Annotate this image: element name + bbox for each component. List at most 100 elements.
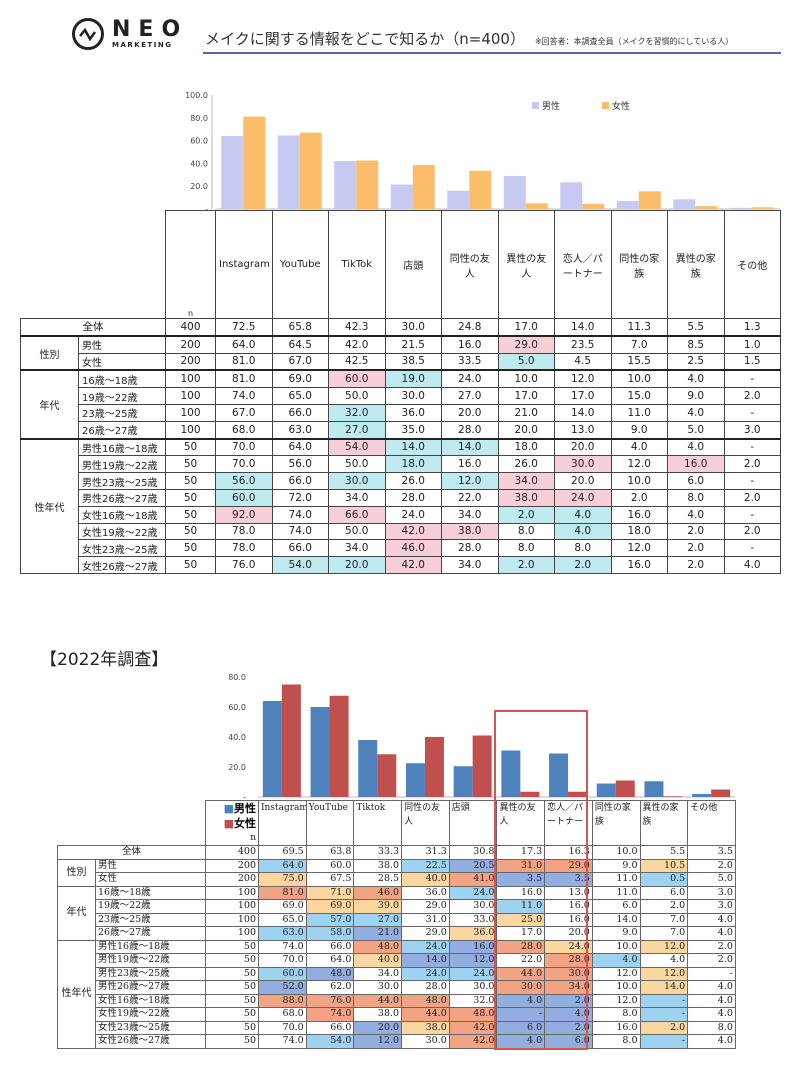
- row-label: 女性23歳～25歳: [95, 1020, 206, 1035]
- value-cell: 54.0: [305, 1034, 355, 1049]
- value-cell: 74.0: [215, 387, 273, 405]
- value-cell: 2.0: [687, 939, 736, 954]
- table-row: 性年代 男性16歳～18歳 50 74.0 66.0 48.0 24.0 16.0 28.0 24…: [57, 939, 736, 1049]
- value-cell: 1.0: [723, 334, 781, 354]
- value-cell: 12.0: [441, 472, 499, 490]
- value-cell: 16.0: [591, 1020, 641, 1035]
- value-cell: 64.0: [258, 858, 307, 873]
- value-cell: 4.0: [667, 437, 725, 457]
- value-cell: 4.0: [687, 993, 736, 1008]
- bar-female: [377, 754, 397, 797]
- column-header: 同性の友人: [441, 210, 499, 319]
- value-cell: 36.0: [448, 926, 498, 941]
- table-header-row: ■男性 ■女性 n Instagram YouTube Tiktok 同性の友人 店頭 異性の友…: [58, 800, 736, 846]
- bar-male: [596, 783, 616, 797]
- bar-male: [453, 766, 473, 797]
- table-row: 23歳～25歳 100 67.0 66.0 32.0 36.0 20.0 21.0 14.0 11…: [21, 403, 781, 422]
- value-cell: 22.5: [401, 858, 450, 873]
- bar-male: [390, 184, 413, 209]
- value-cell: 4.0: [554, 522, 612, 541]
- n-cell: 200: [165, 352, 216, 371]
- value-cell: 2.0: [544, 993, 593, 1008]
- value-cell: 18.0: [384, 455, 442, 474]
- row-label: 23歳～25歳: [78, 403, 166, 422]
- value-cell: 74.0: [305, 1007, 355, 1022]
- n-cell: 50: [165, 455, 216, 474]
- value-cell: 74.0: [258, 1034, 307, 1049]
- n-cell: 50: [205, 953, 259, 968]
- value-cell: 64.0: [215, 334, 273, 354]
- value-cell: 27.0: [353, 912, 403, 927]
- bar-female: [281, 684, 301, 797]
- value-cell: 1.3: [723, 317, 781, 337]
- value-cell: 2.0: [497, 556, 555, 574]
- value-cell: 34.0: [353, 966, 403, 981]
- y-tick-label: 40.0: [228, 733, 246, 742]
- value-cell: 27.0: [441, 387, 499, 405]
- value-cell: 4.0: [544, 1007, 593, 1022]
- value-cell: 4.0: [687, 1034, 736, 1049]
- value-cell: 15.0: [610, 387, 668, 405]
- n-cell: 200: [165, 334, 216, 354]
- value-cell: 24.0: [554, 488, 612, 507]
- value-cell: 63.0: [258, 926, 307, 941]
- value-cell: 4.0: [723, 556, 781, 574]
- value-cell: 10.0: [610, 369, 668, 389]
- value-cell: 4.5: [554, 352, 612, 371]
- value-cell: 6.0: [591, 899, 641, 914]
- value-cell: 24.0: [448, 966, 498, 981]
- value-cell: -: [723, 505, 781, 524]
- bar-female: [695, 206, 718, 209]
- value-cell: 74.0: [271, 505, 329, 524]
- value-cell: 2.0: [667, 522, 725, 541]
- value-cell: 4.0: [639, 953, 689, 968]
- value-cell: 33.3: [353, 845, 403, 860]
- value-cell: 72.5: [215, 317, 273, 337]
- bar-female: [525, 203, 548, 209]
- n-cell: 50: [205, 966, 259, 981]
- value-cell: 68.0: [215, 420, 273, 440]
- value-cell: 20.0: [497, 420, 555, 440]
- logo-text: NEO: [112, 17, 189, 42]
- value-cell: 38.5: [384, 352, 442, 371]
- value-cell: 12.0: [639, 966, 689, 981]
- table-row: 女性23歳～25歳 50 78.0 66.0 34.0 46.0 28.0 8.0 8.0 12.…: [21, 539, 781, 558]
- n-cell: 50: [205, 1007, 259, 1022]
- table-row: 女性 200 81.0 67.0 42.5 38.5 33.5 5.0 4.5 15.5 2.5 1.…: [21, 352, 781, 371]
- value-cell: 10.0: [497, 369, 555, 389]
- value-cell: 16.0: [441, 334, 499, 354]
- row-group: 性年代: [20, 437, 79, 574]
- value-cell: 31.0: [496, 858, 546, 873]
- value-cell: 30.0: [328, 472, 386, 490]
- row-label: 女性16歳～18歳: [95, 993, 206, 1008]
- logo-subtext: MARKETING: [112, 41, 173, 49]
- value-cell: 28.5: [353, 872, 403, 887]
- column-header: 店頭: [448, 800, 498, 846]
- value-cell: 88.0: [258, 993, 307, 1008]
- table-row: 女性16歳～18歳 50 88.0 76.0 44.0 48.0 32.0 4.0 2.0 12.…: [58, 993, 736, 1008]
- row-label: 19歳～22歳: [95, 899, 206, 914]
- n-cell: 50: [165, 488, 216, 507]
- n-cell: 50: [205, 939, 259, 954]
- table-row: 26歳～27歳 100 68.0 63.0 27.0 35.0 28.0 20.0 13.0 9.…: [21, 420, 781, 440]
- value-cell: 81.0: [215, 352, 273, 371]
- value-cell: 12.0: [610, 455, 668, 474]
- value-cell: 8.0: [667, 488, 725, 507]
- value-cell: -: [723, 369, 781, 389]
- n-cell: 100: [205, 912, 259, 927]
- row-label: 男性: [95, 858, 206, 873]
- value-cell: 34.0: [441, 505, 499, 524]
- value-cell: 69.0: [305, 899, 355, 914]
- legend: ■男性 ■女性 n: [205, 800, 259, 846]
- value-cell: 42.0: [328, 334, 386, 354]
- value-cell: 20.0: [441, 403, 499, 422]
- legend-swatch: [602, 102, 609, 109]
- value-cell: -: [723, 539, 781, 558]
- value-cell: 2.0: [544, 1020, 593, 1035]
- value-cell: 3.0: [687, 885, 736, 900]
- value-cell: 56.0: [271, 455, 329, 474]
- value-cell: 54.0: [328, 437, 386, 457]
- value-cell: 24.0: [401, 939, 450, 954]
- value-cell: 30.0: [401, 1034, 450, 1049]
- column-header: 異性の家族: [639, 800, 689, 846]
